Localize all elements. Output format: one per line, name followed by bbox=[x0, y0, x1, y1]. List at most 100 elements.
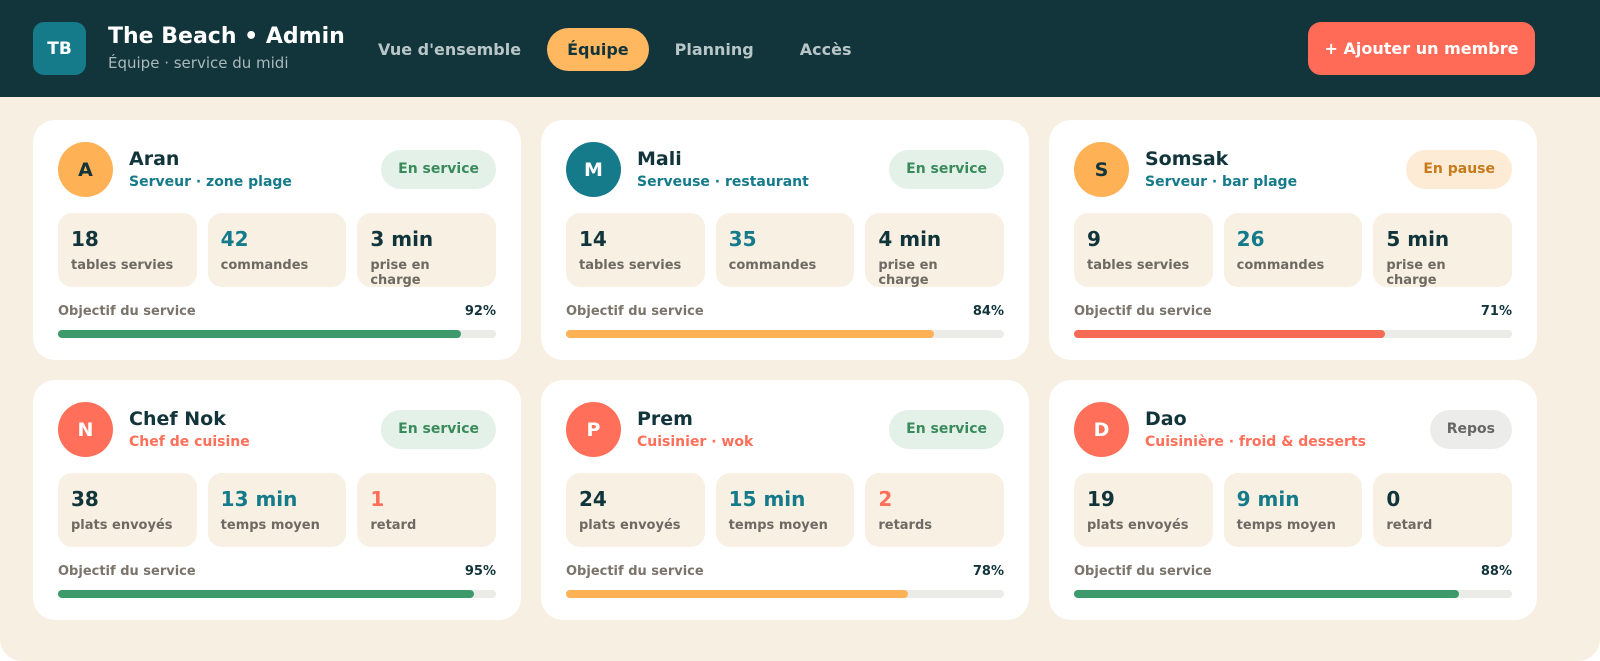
status-badge: En service bbox=[889, 410, 1004, 449]
stat-box: 18 tables servies bbox=[58, 213, 197, 287]
stat-value: 15 min bbox=[728, 487, 806, 511]
member-name: Aran bbox=[129, 148, 180, 170]
member-name: Somsak bbox=[1145, 148, 1229, 170]
goal-label: Objectif du service bbox=[566, 304, 704, 319]
progress-bar bbox=[566, 330, 934, 338]
member-role: Serveur · bar plage bbox=[1145, 174, 1298, 190]
progress-track bbox=[58, 330, 496, 338]
stat-box: 1 retard bbox=[357, 473, 497, 547]
stat-box: 26 commandes bbox=[1223, 213, 1363, 287]
member-name: Prem bbox=[637, 408, 693, 430]
stat-value: 24 bbox=[579, 487, 607, 511]
stat-label: retards bbox=[878, 518, 933, 533]
goal-row: Objectif du service 95% bbox=[58, 564, 496, 579]
progress-bar bbox=[1074, 330, 1385, 338]
stat-label: temps moyen bbox=[728, 518, 828, 533]
goal-row: Objectif du service 92% bbox=[58, 304, 496, 319]
stat-value: 19 bbox=[1087, 487, 1115, 511]
progress-bar bbox=[566, 590, 908, 598]
stat-box: 38 plats envoyés bbox=[58, 473, 197, 547]
stat-label: commandes bbox=[220, 258, 309, 273]
goal-label: Objectif du service bbox=[58, 304, 196, 319]
stat-value: 9 min bbox=[1236, 487, 1300, 511]
stat-label: commandes bbox=[1236, 258, 1325, 273]
stat-box: 9 tables servies bbox=[1074, 213, 1213, 287]
progress-bar bbox=[1074, 590, 1460, 598]
stat-label: prise en charge bbox=[370, 258, 430, 288]
stat-label: plats envoyés bbox=[71, 518, 173, 533]
stat-label: temps moyen bbox=[220, 518, 320, 533]
stats: 24 plats envoyés 15 min temps moyen 2 retards bbox=[566, 473, 1005, 547]
nav-item[interactable]: Vue d'ensemble bbox=[378, 40, 522, 59]
goal-percent: 95% bbox=[464, 564, 496, 579]
stats: 18 tables servies 42 commandes 3 min prise en… bbox=[58, 213, 497, 288]
member-card: S Somsak Serveur · bar plage En pause 9 table… bbox=[1049, 120, 1537, 360]
member-name: Mali bbox=[637, 148, 682, 170]
stat-box: 13 min temps moyen bbox=[207, 473, 347, 547]
goal-percent: 78% bbox=[972, 564, 1004, 579]
stat-value: 13 min bbox=[220, 487, 298, 511]
status-badge: En service bbox=[381, 150, 496, 189]
stat-box: 3 min prise en charge bbox=[357, 213, 497, 288]
stat-label: retard bbox=[370, 518, 417, 533]
goal-row: Objectif du service 78% bbox=[566, 564, 1004, 579]
stat-label: plats envoyés bbox=[579, 518, 681, 533]
member-role: Cuisinière · froid & desserts bbox=[1145, 434, 1366, 450]
status-badge: En service bbox=[381, 410, 496, 449]
stat-box: 5 min prise en charge bbox=[1373, 213, 1513, 288]
goal-row: Objectif du service 71% bbox=[1074, 304, 1512, 319]
stat-value: 38 bbox=[71, 487, 99, 511]
progress-track bbox=[566, 590, 1004, 598]
stat-value: 9 bbox=[1087, 227, 1101, 251]
stat-box: 0 retard bbox=[1373, 473, 1513, 547]
nav: Vue d'ensemble Équipe Planning Accès bbox=[358, 28, 871, 71]
progress-bar bbox=[58, 330, 461, 338]
stats: 9 tables servies 26 commandes 5 min prise en … bbox=[1074, 213, 1513, 288]
stat-box: 14 tables servies bbox=[566, 213, 705, 287]
progress-track bbox=[58, 590, 496, 598]
member-name: Dao bbox=[1145, 408, 1187, 430]
member-card: D Dao Cuisinière · froid & desserts Repos 19… bbox=[1049, 380, 1537, 620]
goal-percent: 71% bbox=[1480, 304, 1512, 319]
avatar: N bbox=[58, 402, 113, 457]
stat-box: 9 min temps moyen bbox=[1223, 473, 1363, 547]
avatar: S bbox=[1074, 142, 1129, 197]
stat-value: 3 min bbox=[370, 227, 434, 251]
nav-item[interactable]: Accès bbox=[799, 40, 852, 59]
stat-value: 42 bbox=[220, 227, 249, 251]
stat-value: 18 bbox=[71, 227, 99, 251]
stat-value: 0 bbox=[1386, 487, 1401, 511]
stat-box: 42 commandes bbox=[207, 213, 347, 287]
avatar: A bbox=[58, 142, 113, 197]
app-title: The Beach • Admin bbox=[108, 24, 345, 49]
logo: TB bbox=[33, 22, 86, 75]
stat-label: tables servies bbox=[1087, 258, 1190, 273]
add-member-button[interactable]: + Ajouter un membre bbox=[1308, 22, 1535, 75]
stats: 19 plats envoyés 9 min temps moyen 0 retard bbox=[1074, 473, 1513, 547]
stat-box: 19 plats envoyés bbox=[1074, 473, 1213, 547]
goal-row: Objectif du service 88% bbox=[1074, 564, 1512, 579]
member-name: Chef Nok bbox=[129, 408, 226, 430]
member-role: Serveuse · restaurant bbox=[637, 174, 809, 190]
progress-track bbox=[566, 330, 1004, 338]
avatar: M bbox=[566, 142, 621, 197]
stat-label: commandes bbox=[728, 258, 817, 273]
stat-value: 14 bbox=[579, 227, 607, 251]
progress-track bbox=[1074, 590, 1512, 598]
nav-item[interactable]: Équipe bbox=[547, 28, 649, 71]
stat-value: 2 bbox=[878, 487, 893, 511]
stat-label: plats envoyés bbox=[1087, 518, 1189, 533]
top-bar: TB The Beach • Admin Équipe · service du… bbox=[0, 0, 1600, 97]
nav-item[interactable]: Planning bbox=[674, 40, 754, 59]
app-subtitle: Équipe · service du midi bbox=[108, 54, 289, 72]
stat-label: tables servies bbox=[579, 258, 682, 273]
stat-value: 26 bbox=[1236, 227, 1265, 251]
goal-label: Objectif du service bbox=[58, 564, 196, 579]
status-badge: En service bbox=[889, 150, 1004, 189]
member-card: P Prem Cuisinier · wok En service 24 plats en… bbox=[541, 380, 1029, 620]
progress-bar bbox=[58, 590, 475, 598]
member-role: Chef de cuisine bbox=[129, 434, 250, 450]
avatar: D bbox=[1074, 402, 1129, 457]
stat-box: 35 commandes bbox=[715, 213, 855, 287]
goal-percent: 84% bbox=[972, 304, 1004, 319]
